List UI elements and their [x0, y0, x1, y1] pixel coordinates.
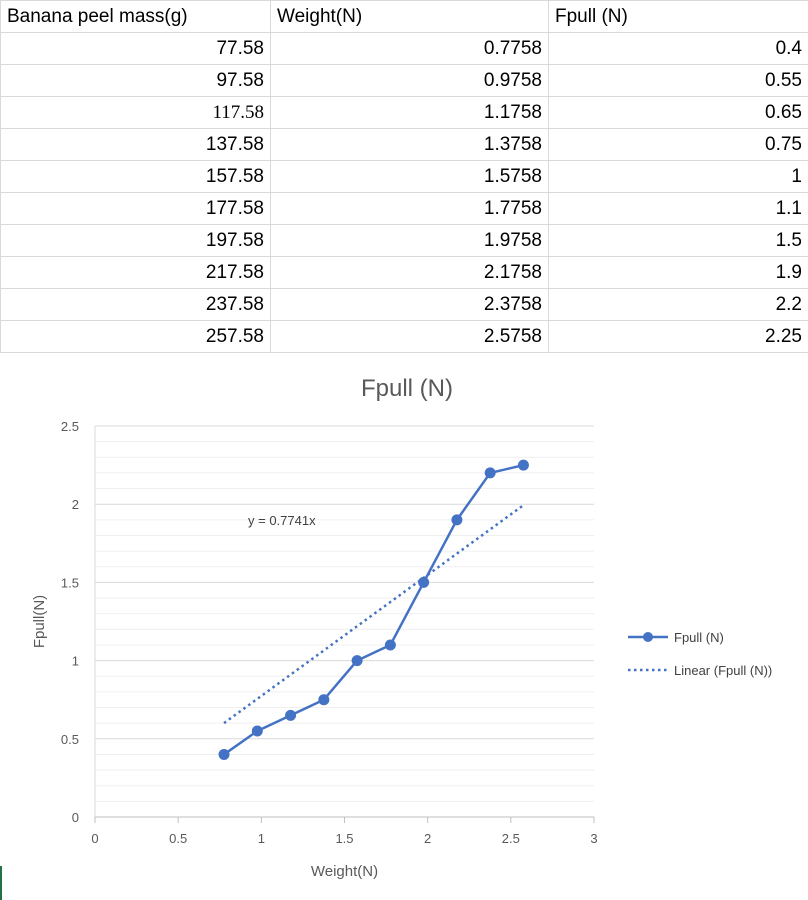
cell-fpull[interactable]: 0.75 — [548, 128, 808, 161]
cell-mass[interactable]: 97.58 — [0, 64, 271, 97]
y-tick-label: 2 — [72, 497, 79, 512]
x-tick-label: 1 — [258, 831, 265, 846]
data-point — [517, 459, 529, 471]
data-point — [285, 709, 297, 721]
table-row: 117.58 1.1758 0.65 — [0, 96, 808, 129]
cell-mass[interactable]: 137.58 — [0, 128, 271, 161]
table-row: 237.58 2.3758 2.2 — [0, 288, 808, 321]
x-tick-label: 0.5 — [169, 831, 187, 846]
data-point — [351, 655, 363, 667]
cell-mass[interactable]: 197.58 — [0, 224, 271, 257]
x-axis-title: Weight(N) — [311, 863, 378, 880]
table-header-row: Banana peel mass(g) Weight(N) Fpull (N) — [0, 0, 808, 33]
chart-container[interactable]: Fpull (N) 0 0.5 1 1.5 2 2.5 0 0.5 1 1.5 2 2.5 3 Weight… — [0, 352, 808, 900]
y-tick-label: 0.5 — [61, 732, 79, 747]
legend-series-swatch-marker — [643, 632, 653, 642]
table-row: 197.58 1.9758 1.5 — [0, 224, 808, 257]
cell-fpull[interactable]: 1.5 — [548, 224, 808, 257]
legend-trendline-label: Linear (Fpull (N)) — [674, 663, 772, 678]
y-tick-label: 0 — [72, 810, 79, 825]
cell-weight[interactable]: 1.1758 — [270, 96, 549, 129]
trendline-equation: y = 0.7741x — [248, 513, 316, 528]
table-row: 257.58 2.5758 2.25 — [0, 320, 808, 353]
trendline — [223, 504, 525, 725]
data-point — [251, 725, 263, 737]
data-point — [418, 576, 430, 588]
table-row: 77.58 0.7758 0.4 — [0, 32, 808, 65]
x-tick-label: 2.5 — [502, 831, 520, 846]
table-row: 177.58 1.7758 1.1 — [0, 192, 808, 225]
cell-mass[interactable]: 257.58 — [0, 320, 271, 353]
y-axis-title: Fpull(N) — [31, 595, 48, 648]
x-tick-label: 3 — [590, 831, 597, 846]
cell-weight[interactable]: 2.5758 — [270, 320, 549, 353]
cell-fpull[interactable]: 1.1 — [548, 192, 808, 225]
table-row: 217.58 2.1758 1.9 — [0, 256, 808, 289]
cell-weight[interactable]: 1.3758 — [270, 128, 549, 161]
cell-fpull[interactable]: 1.9 — [548, 256, 808, 289]
cell-weight[interactable]: 1.5758 — [270, 160, 549, 193]
cell-fpull[interactable]: 0.65 — [548, 96, 808, 129]
cell-mass[interactable]: 117.58 — [0, 96, 271, 129]
legend-series-label: Fpull (N) — [674, 630, 724, 645]
header-mass[interactable]: Banana peel mass(g) — [0, 0, 271, 33]
x-tick-label: 0 — [91, 831, 98, 846]
cell-fpull[interactable]: 2.25 — [548, 320, 808, 353]
chart-svg: Fpull (N) 0 0.5 1 1.5 2 2.5 0 0.5 1 1.5 2 2.5 3 Weight… — [31, 375, 772, 880]
data-point — [484, 467, 496, 479]
cell-weight[interactable]: 0.9758 — [270, 64, 549, 97]
table-row: 97.58 0.9758 0.55 — [0, 64, 808, 97]
y-tick-label: 2.5 — [61, 419, 79, 434]
cell-mass[interactable]: 157.58 — [0, 160, 271, 193]
data-point — [218, 748, 230, 760]
header-weight[interactable]: Weight(N) — [270, 0, 549, 33]
chart-title: Fpull (N) — [361, 375, 453, 402]
data-point — [318, 694, 330, 706]
x-tick-label: 1.5 — [335, 831, 353, 846]
cell-fpull[interactable]: 2.2 — [548, 288, 808, 321]
x-tick-label: 2 — [424, 831, 431, 846]
cell-weight[interactable]: 2.3758 — [270, 288, 549, 321]
table-row: 157.58 1.5758 1 — [0, 160, 808, 193]
table-row: 137.58 1.3758 0.75 — [0, 128, 808, 161]
cell-weight[interactable]: 1.7758 — [270, 192, 549, 225]
cell-mass[interactable]: 177.58 — [0, 192, 271, 225]
cell-weight[interactable]: 2.1758 — [270, 256, 549, 289]
data-table: Banana peel mass(g) Weight(N) Fpull (N) … — [0, 0, 808, 353]
cell-weight[interactable]: 0.7758 — [270, 32, 549, 65]
cell-mass[interactable]: 217.58 — [0, 256, 271, 289]
data-point — [451, 514, 463, 526]
cell-weight[interactable]: 1.9758 — [270, 224, 549, 257]
cell-fpull[interactable]: 0.4 — [548, 32, 808, 65]
series-line — [223, 463, 524, 756]
cell-mass[interactable]: 237.58 — [0, 288, 271, 321]
cell-mass[interactable]: 77.58 — [0, 32, 271, 65]
cell-fpull[interactable]: 1 — [548, 160, 808, 193]
cell-fpull[interactable]: 0.55 — [548, 64, 808, 97]
header-fpull[interactable]: Fpull (N) — [548, 0, 808, 33]
sheet-edge-marker — [0, 866, 2, 900]
y-tick-label: 1 — [72, 654, 79, 669]
y-tick-label: 1.5 — [61, 575, 79, 590]
data-point — [384, 639, 396, 651]
